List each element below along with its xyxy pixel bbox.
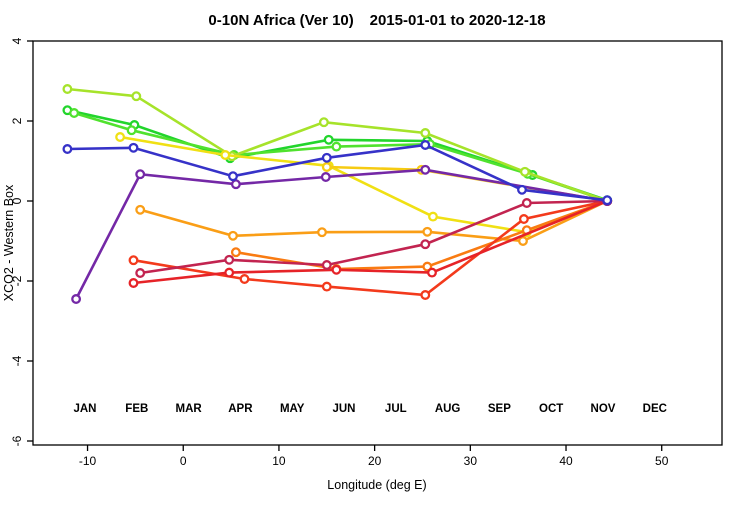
data-point-may [321, 162, 332, 172]
y-tick-label: 0 [10, 197, 24, 204]
data-point-oct [135, 268, 146, 278]
data-point-jul [422, 261, 433, 272]
data-point-jun [422, 226, 433, 237]
data-point-oct [321, 260, 332, 270]
legend-month-aug: AUG [435, 403, 461, 415]
data-point-apr [115, 132, 126, 142]
data-point-mar [420, 128, 431, 138]
data-point-aug [239, 274, 250, 284]
legend-month-nov: NOV [591, 403, 616, 415]
data-point-jan [323, 134, 334, 145]
data-point-dec [228, 171, 238, 182]
data-point-apr [428, 211, 438, 222]
data-point-dec [517, 184, 527, 195]
legend-month-oct: OCT [539, 403, 563, 415]
data-point-feb [126, 125, 137, 136]
data-point-aug [420, 290, 431, 300]
data-point-mar [62, 84, 73, 94]
series-line-nov [74, 168, 609, 301]
month-legend: JAN FEB MAR APR MAY JUN JUL AUG SEP OCT NOV DEC [73, 403, 666, 415]
data-point-sep [331, 264, 342, 275]
data-point-aug [321, 281, 332, 292]
data-point-jun [135, 204, 146, 215]
legend-month-feb: FEB [125, 403, 148, 415]
data-point-jun [518, 236, 528, 246]
data-point-nov [71, 294, 82, 304]
x-tick-label: 20 [368, 454, 382, 468]
y-tick-label: -2 [10, 275, 24, 286]
data-point-dec [321, 152, 332, 163]
data-point-sep [128, 278, 139, 288]
legend-month-sep: SEP [488, 403, 511, 415]
data-point-mar [519, 166, 530, 177]
series-line-aug [132, 199, 609, 297]
data-point-nov [230, 179, 241, 190]
data-point-oct [521, 198, 532, 208]
data-point-jun [317, 227, 327, 238]
data-point-nov [135, 169, 146, 180]
legend-month-jul: JUL [385, 403, 407, 415]
data-point-jul [230, 247, 241, 258]
x-tick-label: 0 [180, 454, 187, 468]
data-point-aug [128, 255, 139, 266]
plot-box [32, 40, 723, 446]
series-line-oct [138, 199, 609, 275]
y-tick-label: 4 [10, 37, 24, 44]
data-point-mar [131, 91, 142, 102]
data-point-feb [69, 108, 80, 118]
series-line-jun [138, 199, 609, 243]
y-tick-label: -4 [10, 355, 24, 366]
x-tick-label: 10 [272, 454, 286, 468]
data-point-oct [224, 254, 235, 265]
data-point-mar [318, 117, 329, 128]
data-point-sep [224, 267, 235, 278]
legend-month-jan: JAN [73, 403, 96, 415]
series-layer [62, 84, 613, 304]
data-point-dec [602, 195, 613, 206]
data-point-jun [228, 230, 238, 241]
data-point-dec [62, 144, 73, 154]
chart-title: 0-10N Africa (Ver 10) 2015-01-01 to 2020… [208, 12, 545, 29]
legend-month-mar: MAR [175, 403, 202, 415]
series-line-sep [132, 199, 609, 285]
data-point-apr [220, 150, 231, 160]
data-point-oct [420, 239, 431, 250]
data-point-aug [518, 214, 529, 224]
x-tick-label: 30 [464, 454, 478, 468]
y-axis-label: XCO2 - Western Box [2, 184, 16, 301]
data-point-dec [420, 140, 431, 150]
x-tick-label: 50 [655, 454, 669, 468]
data-point-nov [320, 172, 331, 182]
x-tick-label: 40 [559, 454, 573, 468]
data-point-feb [331, 141, 342, 152]
data-point-dec [128, 142, 139, 153]
legend-month-jun: JUN [332, 403, 355, 415]
data-point-nov [420, 164, 431, 175]
x-axis-label: Longitude (deg E) [327, 478, 426, 492]
y-tick-label: -6 [10, 435, 24, 446]
x-tick-label: -10 [79, 454, 97, 468]
legend-month-may: MAY [280, 403, 305, 415]
axes: -10 0 10 20 30 40 50 -6 -4 -2 0 2 4 [10, 37, 723, 468]
y-tick-label: 2 [10, 117, 24, 124]
legend-month-dec: DEC [643, 403, 667, 415]
legend-month-apr: APR [228, 403, 253, 415]
data-point-sep [427, 267, 437, 278]
